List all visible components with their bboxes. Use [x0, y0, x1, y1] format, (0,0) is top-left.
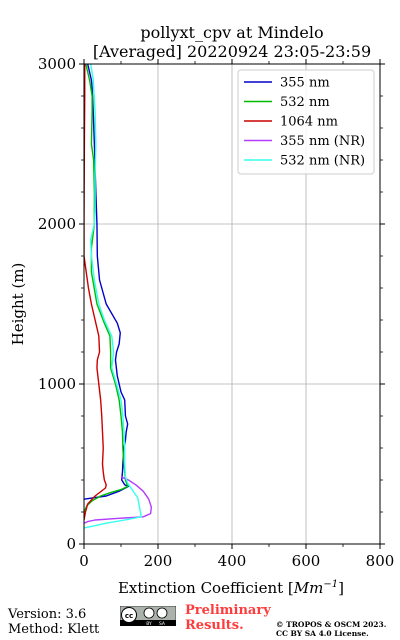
copyright-text: © TROPOS & OSCM 2023. — [276, 620, 387, 629]
y-tick-label: 3000 — [38, 55, 76, 73]
series-line-0 — [84, 64, 130, 500]
legend-label-3: 355 nm (NR) — [280, 134, 365, 149]
license-text: CC BY SA 4.0 License. — [276, 629, 369, 638]
y-tick-label: 1000 — [38, 375, 76, 393]
cc-license-badge: cc BY SA — [120, 606, 176, 626]
x-tick-label: 600 — [292, 552, 321, 570]
x-axis-label: Extinction Coefficient [Mm−1] — [118, 579, 344, 597]
preliminary-label: Preliminary — [185, 603, 271, 618]
svg-text:BY: BY — [146, 621, 152, 626]
axes: 0 200 400 600 800 0 1000 2000 3000 — [38, 55, 395, 570]
legend-box — [237, 69, 375, 175]
version-text: Version: 3.6 — [8, 607, 87, 622]
series-line-3 — [84, 476, 153, 524]
series-group — [84, 64, 153, 529]
x-tick-label: 400 — [218, 552, 247, 570]
x-tick-label: 0 — [79, 552, 89, 570]
chart-subtitle: [Averaged] 20220924 23:05-23:59 — [92, 42, 372, 61]
preliminary-results-label: Results. — [185, 618, 244, 633]
chart-title: pollyxt_cpv at Mindelo — [140, 23, 324, 42]
series-line-1 — [84, 64, 129, 513]
x-tick-label: 200 — [144, 552, 173, 570]
legend: 355 nm 532 nm 1064 nm 355 nm (NR) 532 nm (NR… — [237, 69, 375, 175]
method-text: Method: Klett — [8, 622, 100, 637]
y-axis-label: Height (m) — [9, 263, 27, 346]
legend-label-2: 1064 nm — [280, 115, 338, 130]
series-line-4 — [84, 64, 143, 529]
svg-text:SA: SA — [159, 621, 166, 626]
legend-label-0: 355 nm — [280, 76, 330, 91]
y-tick-label: 0 — [66, 535, 76, 553]
legend-label-4: 532 nm (NR) — [280, 154, 365, 169]
x-tick-label: 800 — [366, 552, 395, 570]
svg-text:cc: cc — [125, 612, 133, 620]
legend-label-1: 532 nm — [280, 95, 330, 110]
y-tick-label: 2000 — [38, 215, 76, 233]
series-line-2 — [84, 64, 107, 521]
